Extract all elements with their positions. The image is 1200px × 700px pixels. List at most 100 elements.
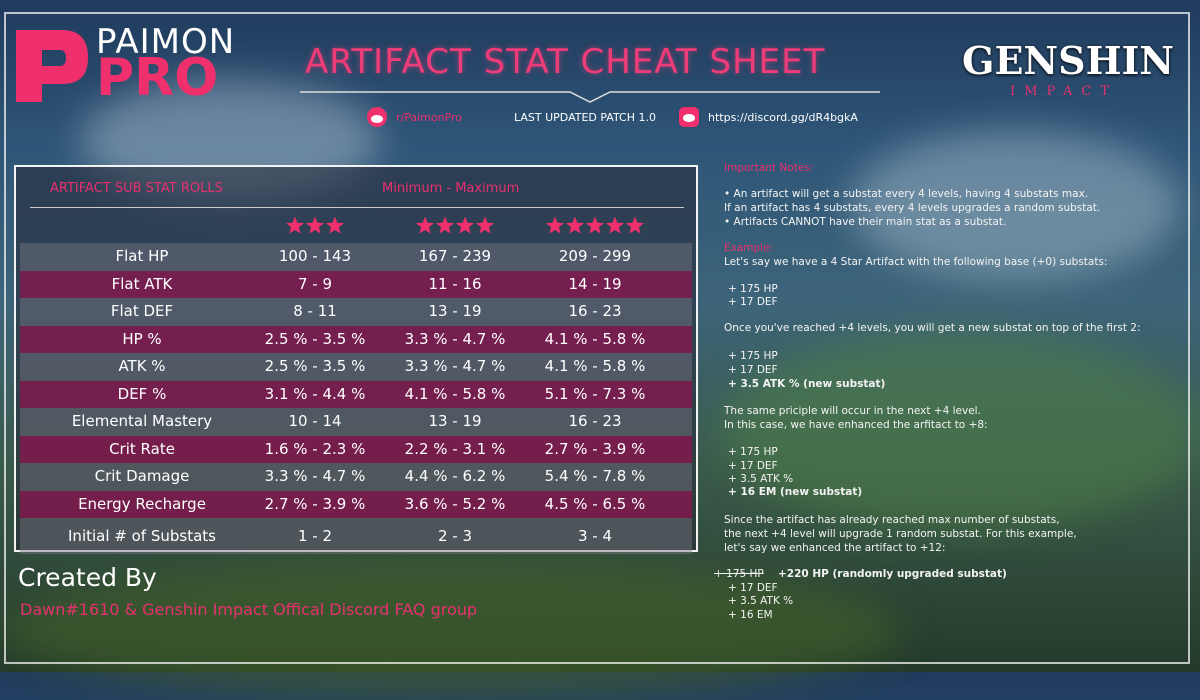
note-line: The same priciple will occur in the next… xyxy=(724,405,981,417)
title-rule xyxy=(300,91,880,103)
table-row: Flat HP 100 - 143 167 - 239 209 - 299 xyxy=(20,243,692,271)
stat-name: ATK % xyxy=(118,357,166,375)
stat-table: ARTIFACT SUB STAT ROLLS Minimum - Maximu… xyxy=(14,165,698,554)
stat-range: 100 - 143 xyxy=(278,247,352,265)
stat-range: 4.1 % - 5.8 % xyxy=(404,384,506,403)
stat-range: 2.5 % - 3.5 % xyxy=(264,329,366,348)
table-row: Initial # of Substats 1 - 2 2 - 3 3 - 4 xyxy=(20,518,692,554)
note-heading: Important Notes: xyxy=(724,162,814,174)
note-line: + 17 DEF xyxy=(728,460,778,472)
stat-name: Crit Rate xyxy=(109,439,175,458)
stat-range: 1 - 2 xyxy=(297,527,333,545)
stat-range: 2 - 3 xyxy=(437,527,473,545)
table-title: ARTIFACT SUB STAT ROLLS xyxy=(50,181,223,196)
stat-name: HP % xyxy=(122,329,162,348)
star-header xyxy=(286,216,644,234)
stat-name: Energy Recharge xyxy=(78,494,206,513)
note-line: • An artifact will get a substat every 4… xyxy=(724,188,1089,200)
note-heading: Example: xyxy=(724,242,774,254)
note-line: + 175 HP xyxy=(714,568,764,580)
stat-name: Flat DEF xyxy=(110,302,174,320)
paimon-logo xyxy=(16,30,88,102)
stat-range: 3.3 % - 4.7 % xyxy=(264,467,366,485)
stat-range: 8 - 11 xyxy=(293,302,337,320)
stat-range: 16 - 23 xyxy=(568,412,622,430)
updated: LAST UPDATED PATCH 1.0 xyxy=(514,111,656,124)
stat-name: Initial # of Substats xyxy=(68,527,216,545)
stat-range: 14 - 19 xyxy=(568,274,622,293)
brand-bottom: PRO xyxy=(96,48,219,108)
note-line: + 175 HP xyxy=(728,283,778,295)
stat-range: 13 - 19 xyxy=(428,302,482,320)
note-line: In this case, we have enhanced the arfit… xyxy=(724,419,988,431)
credit-names: Dawn#1610 & Genshin Impact Offical Disco… xyxy=(20,600,478,619)
note-line: + 17 DEF xyxy=(728,296,778,308)
note-line: + 3.5 ATK % (new substat) xyxy=(728,378,886,390)
star-rating xyxy=(546,216,644,234)
note-line: let's say we enhanced the artifact to +1… xyxy=(724,542,946,554)
table-row: ATK % 2.5 % - 3.5 % 3.3 % - 4.7 % 4.1 % - 5… xyxy=(20,353,692,381)
note-line: + 175 HP xyxy=(728,350,778,362)
stat-range: 2.5 % - 3.5 % xyxy=(264,357,366,375)
note-line: Once you've reached +4 levels, you will … xyxy=(724,322,1141,334)
divider xyxy=(30,207,684,208)
stat-range: 13 - 19 xyxy=(428,412,482,430)
stat-name: DEF % xyxy=(117,384,167,403)
stat-range: 2.7 % - 3.9 % xyxy=(544,439,646,458)
discord-icon xyxy=(679,107,699,127)
note-line: + 17 DEF xyxy=(728,582,778,594)
note-line: the next +4 level will upgrade 1 random … xyxy=(724,528,1077,540)
note-line: Since the artifact has already reached m… xyxy=(724,514,1060,526)
note-line: + 175 HP xyxy=(728,446,778,458)
stat-range: 11 - 16 xyxy=(428,274,482,293)
stat-range: 2.7 % - 3.9 % xyxy=(264,494,366,513)
star-rating xyxy=(286,216,344,234)
title: ARTIFACT STAT CHEAT SHEET xyxy=(305,42,826,82)
note-line: + 3.5 ATK % xyxy=(728,473,794,485)
note-line: + 16 EM xyxy=(728,609,773,621)
stat-range: 5.1 % - 7.3 % xyxy=(544,384,646,403)
note-line: • Artifacts CANNOT have their main stat … xyxy=(724,216,1007,228)
discord-link[interactable]: https://discord.gg/dR4bgkA xyxy=(708,111,858,124)
stat-range: 3.3 % - 4.7 % xyxy=(404,329,506,348)
table-row: Flat DEF 8 - 11 13 - 19 16 - 23 xyxy=(20,298,692,326)
note-line: Let's say we have a 4 Star Artifact with… xyxy=(724,256,1108,268)
note-line: + 17 DEF xyxy=(728,364,778,376)
stat-range: 209 - 299 xyxy=(558,247,632,265)
stat-range: 3.1 % - 4.4 % xyxy=(264,384,366,403)
stat-range: 5.4 % - 7.8 % xyxy=(544,467,646,485)
stat-name: Crit Damage xyxy=(94,467,190,485)
logo-bottom: IMPACT xyxy=(1010,84,1119,99)
reddit-icon xyxy=(367,107,387,127)
hill xyxy=(720,330,1200,530)
star-rating xyxy=(416,216,494,234)
table-row: Energy Recharge 2.7 % - 3.9 % 3.6 % - 5.2 … xyxy=(20,490,692,518)
subreddit[interactable]: r/PaimonPro xyxy=(396,111,463,124)
stat-range: 1.6 % - 2.3 % xyxy=(264,439,366,458)
logo-top: GENSHIN xyxy=(962,38,1175,83)
stat-name: Elemental Mastery xyxy=(71,412,213,430)
table-row: DEF % 3.1 % - 4.4 % 4.1 % - 5.8 % 5.1 % - 7… xyxy=(20,380,692,408)
stat-range: 2.2 % - 3.1 % xyxy=(404,439,506,458)
brand-top: PAIMON xyxy=(96,22,236,62)
table-row: Crit Damage 3.3 % - 4.7 % 4.4 % - 6.2 % 5.4… xyxy=(20,463,692,491)
table-row: Crit Rate 1.6 % - 2.3 % 2.2 % - 3.1 % 2.7 %… xyxy=(20,435,692,463)
table-row: HP % 2.5 % - 3.5 % 3.3 % - 4.7 % 4.1 % - 5.… xyxy=(20,325,692,353)
stat-range: 3.3 % - 4.7 % xyxy=(404,357,506,375)
stat-range: 167 - 239 xyxy=(418,247,492,265)
stat-name: Flat HP xyxy=(115,247,169,265)
stat-range: 7 - 9 xyxy=(297,274,333,293)
table-row: Flat ATK 7 - 9 11 - 16 14 - 19 xyxy=(20,270,692,298)
table-row: Elemental Mastery 10 - 14 13 - 19 16 - 23 xyxy=(20,408,692,436)
range-label: Minimum - Maximum xyxy=(382,181,520,196)
cloud xyxy=(850,130,1180,280)
frame xyxy=(4,12,1190,664)
stat-range: 10 - 14 xyxy=(288,412,342,430)
note-line: + 3.5 ATK % xyxy=(728,595,794,607)
stat-range: 3 - 4 xyxy=(577,527,613,545)
stat-range: 4.1 % - 5.8 % xyxy=(544,329,646,348)
note-line: + 16 EM (new substat) xyxy=(728,486,863,498)
stat-range: 4.5 % - 6.5 % xyxy=(544,494,646,513)
stat-name: Flat ATK xyxy=(111,274,173,293)
